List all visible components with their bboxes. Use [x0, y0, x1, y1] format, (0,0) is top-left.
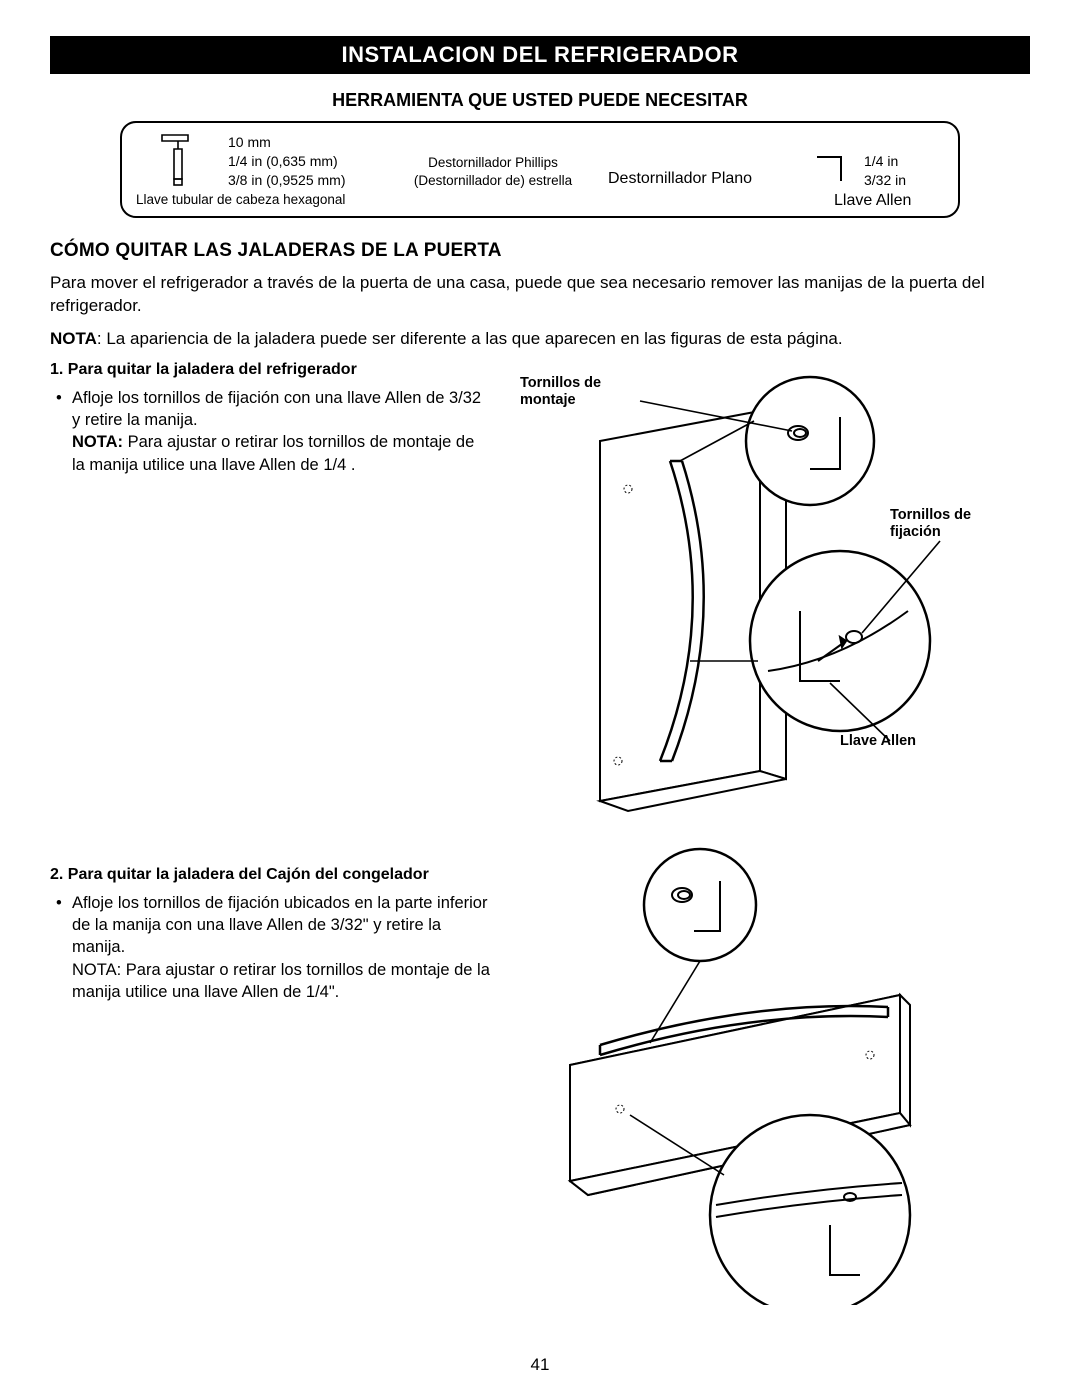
- freezer-handle-diagram-svg: --: [510, 845, 970, 1305]
- phillips-label-top: Destornillador Phillips: [428, 154, 558, 172]
- step1-heading: 1. Para quitar la jaladera del refrigera…: [50, 361, 490, 379]
- intro-paragraph: Para mover el refrigerador a través de l…: [50, 272, 1030, 318]
- nut-driver-size-2: 1/4 in (0,635 mm): [228, 152, 378, 171]
- nut-driver-size-3: 3/8 in (0,9525 mm): [228, 171, 378, 190]
- step2-bullet: Afloje los tornillos de fijación ubicado…: [50, 892, 490, 1003]
- section-title: CÓMO QUITAR LAS JALADERAS DE LA PUERTA: [50, 240, 1030, 262]
- step2-heading: 2. Para quitar la jaladera del Cajón del…: [50, 866, 490, 884]
- step1-note-body: Para ajustar o retirar los tornillos de …: [72, 433, 474, 473]
- nota-paragraph: NOTA: La apariencia de la jaladera puede…: [50, 328, 1030, 351]
- figure-freezer-handle: --: [510, 845, 1030, 1305]
- tools-box: 10 mm 1/4 in (0,635 mm) 3/8 in (0,9525 m…: [120, 121, 960, 218]
- step1-bullet-lead: Afloje los tornillos de fijación con una…: [72, 389, 481, 429]
- allen-key-icon: [811, 151, 851, 187]
- allen-size-2: 3/32 in: [864, 171, 944, 190]
- fig1-label-allen: Llave Allen: [840, 733, 916, 750]
- page-number: 41: [0, 1355, 1080, 1375]
- step1-note-prefix: NOTA:: [72, 433, 123, 451]
- step1-bullet: Afloje los tornillos de fijación con una…: [50, 387, 490, 476]
- nut-driver-icon: [158, 129, 198, 187]
- figure-door-handle: Tornillos de montaje Tornillos de fijaci…: [510, 361, 1030, 841]
- nota-prefix: NOTA: [50, 329, 97, 348]
- nota-body: : La apariencia de la jaladera puede ser…: [97, 329, 843, 348]
- allen-label: Llave Allen: [834, 192, 944, 210]
- door-handle-diagram-svg: [510, 361, 970, 841]
- flathead-label: Destornillador Plano: [608, 168, 752, 190]
- tools-needed-heading: HERRAMIENTA QUE USTED PUEDE NECESITAR: [50, 90, 1030, 111]
- fig1-label-mount: Tornillos de montaje: [520, 375, 630, 410]
- allen-size-1: 1/4 in: [864, 152, 944, 171]
- nut-driver-label: Llave tubular de cabeza hexagonal: [136, 192, 384, 210]
- fig1-label-set: Tornillos de fijación: [890, 507, 980, 542]
- phillips-label-bottom: (Destornillador de) estrella: [414, 172, 572, 190]
- page-banner: INSTALACION DEL REFRIGERADOR: [50, 36, 1030, 74]
- nut-driver-size-1: 10 mm: [228, 133, 378, 152]
